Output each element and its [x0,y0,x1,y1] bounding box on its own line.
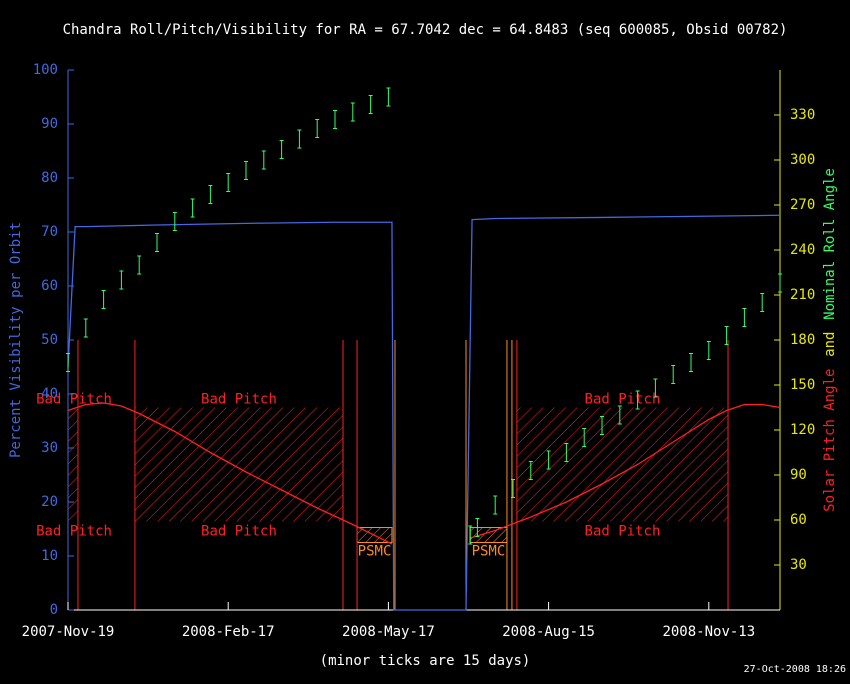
error-bar [261,150,266,170]
region-label: PSMC [358,544,392,560]
y-tick-label: 60 [41,278,58,294]
error-bar [279,140,284,159]
bad_pitch-region [516,407,729,522]
error-bar [617,405,622,425]
error-bar [778,273,782,293]
error-bar [315,119,320,138]
error-bar [468,525,473,545]
error-bar [155,233,159,252]
footer: 27-Oct-2008 18:26 [744,664,846,675]
y2-tick-label: 60 [790,512,807,528]
region-label: Bad Pitch [36,524,112,540]
error-bar [190,198,195,218]
error-bar [546,450,551,470]
y2-tick-label: 330 [790,107,815,123]
psmc-region [469,527,508,543]
error-bar [528,461,533,480]
error-bar [244,161,248,180]
error-bar [706,341,711,360]
error-bar [226,173,231,192]
error-bar [83,318,88,338]
region-label: Bad Pitch [585,392,661,408]
error-bar [66,353,70,372]
error-bar [297,129,302,149]
error-bar [172,212,177,231]
error-bar [208,185,213,204]
error-bar [689,353,693,372]
y-tick-label: 90 [41,116,58,132]
region-label: PSMC [472,544,506,560]
error-bar [760,293,765,312]
y-tick-label: 50 [41,332,58,348]
y-tick-label: 80 [41,170,58,186]
error-bar [564,443,569,462]
x-tick-label: 2008-Feb-17 [182,624,275,640]
error-bar [653,378,658,398]
y-tick-label: 100 [33,62,58,78]
error-bar [742,308,747,327]
bad_pitch-region [134,407,344,522]
x-axis-label: (minor ticks are 15 days) [320,653,531,669]
error-bar [724,326,729,345]
x-tick-label: 2008-Aug-15 [502,624,595,640]
error-bar [350,102,355,122]
x-tick-label: 2008-May-17 [342,624,435,640]
y2-tick-label: 30 [790,557,807,573]
y-tick-label: 30 [41,440,58,456]
error-bar [671,365,676,384]
y2-tick-label: 180 [790,332,815,348]
y-tick-label: 70 [41,224,58,240]
error-bar [600,416,604,435]
series-line [67,214,781,611]
y2-tick-label: 120 [790,422,815,438]
error-bar [493,495,498,515]
x-tick-label: 2007-Nov-19 [22,624,115,640]
error-bar [582,428,587,447]
y-tick-label: 20 [41,494,58,510]
region-label: Bad Pitch [201,392,277,408]
region-label: Bad Pitch [201,524,277,540]
error-bar [475,518,480,537]
y2-axis-label: Solar Pitch Angle [822,369,838,512]
y2-tick-label: 300 [790,152,815,168]
y-tick-label: 10 [41,548,58,564]
series-line [67,402,781,545]
y2-axis-label: and [822,332,838,357]
error-bar [333,110,337,129]
error-bar [137,255,142,275]
y-axis-label: Percent Visibility per Orbit [8,222,24,458]
chart-title: Chandra Roll/Pitch/Visibility for RA = 6… [63,22,788,38]
bad_pitch-region [68,407,78,522]
error-bar [368,95,373,114]
error-bar [386,87,391,107]
y2-tick-label: 240 [790,242,815,258]
y2-axis-label: Nominal Roll Angle [822,168,838,320]
y2-tick-label: 270 [790,197,815,213]
y-tick-label: 0 [50,602,58,618]
y2-tick-label: 210 [790,287,815,303]
error-bar [511,479,515,498]
y2-tick-label: 150 [790,377,815,393]
error-bar [119,270,124,290]
y-tick-label: 40 [41,386,58,402]
error-bar [635,390,640,410]
error-bar [101,290,106,309]
y2-tick-label: 90 [790,467,807,483]
x-tick-label: 2008-Nov-13 [662,624,755,640]
region-label: Bad Pitch [585,524,661,540]
